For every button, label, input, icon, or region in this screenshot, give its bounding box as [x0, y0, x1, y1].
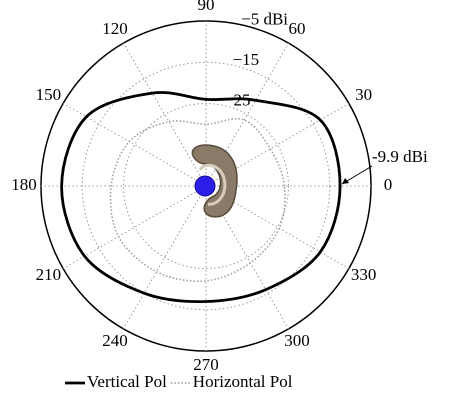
r-tick-label: −5 dBi — [241, 10, 288, 29]
theta-tick-label: 270 — [193, 355, 219, 374]
series-line — [60, 91, 342, 304]
theta-tick-label: 120 — [102, 19, 128, 38]
theta-tick-label: 60 — [289, 19, 306, 38]
grid-spoke — [123, 185, 207, 330]
grid-spoke — [205, 185, 350, 269]
theta-tick-label: 330 — [351, 265, 377, 284]
grid-circle — [81, 61, 331, 311]
grid-spoke — [205, 185, 289, 330]
theta-tick-label: 180 — [11, 175, 37, 194]
grid-spoke — [62, 185, 207, 269]
grid-spoke — [62, 103, 207, 187]
theta-tick-label: 150 — [36, 85, 62, 104]
annotation-arrowhead — [342, 178, 350, 184]
annotation: -9.9 dBi — [372, 147, 428, 166]
legend-label: Vertical Pol — [87, 372, 167, 391]
theta-tick-label: 240 — [102, 331, 128, 350]
theta-tick-label: 90 — [198, 0, 215, 14]
ear-model — [191, 144, 238, 218]
series-line — [109, 118, 286, 282]
r-tick-label: −15 — [233, 50, 260, 69]
theta-tick-label: 210 — [36, 265, 62, 284]
grid-spoke — [205, 42, 289, 187]
grid-spoke — [123, 42, 207, 187]
grid-circle — [123, 103, 289, 269]
theta-tick-label: 300 — [284, 331, 310, 350]
theta-tick-label: 0 — [384, 175, 393, 194]
legend-label: Horizontal Pol — [193, 372, 293, 391]
theta-tick-label: 30 — [355, 85, 372, 104]
